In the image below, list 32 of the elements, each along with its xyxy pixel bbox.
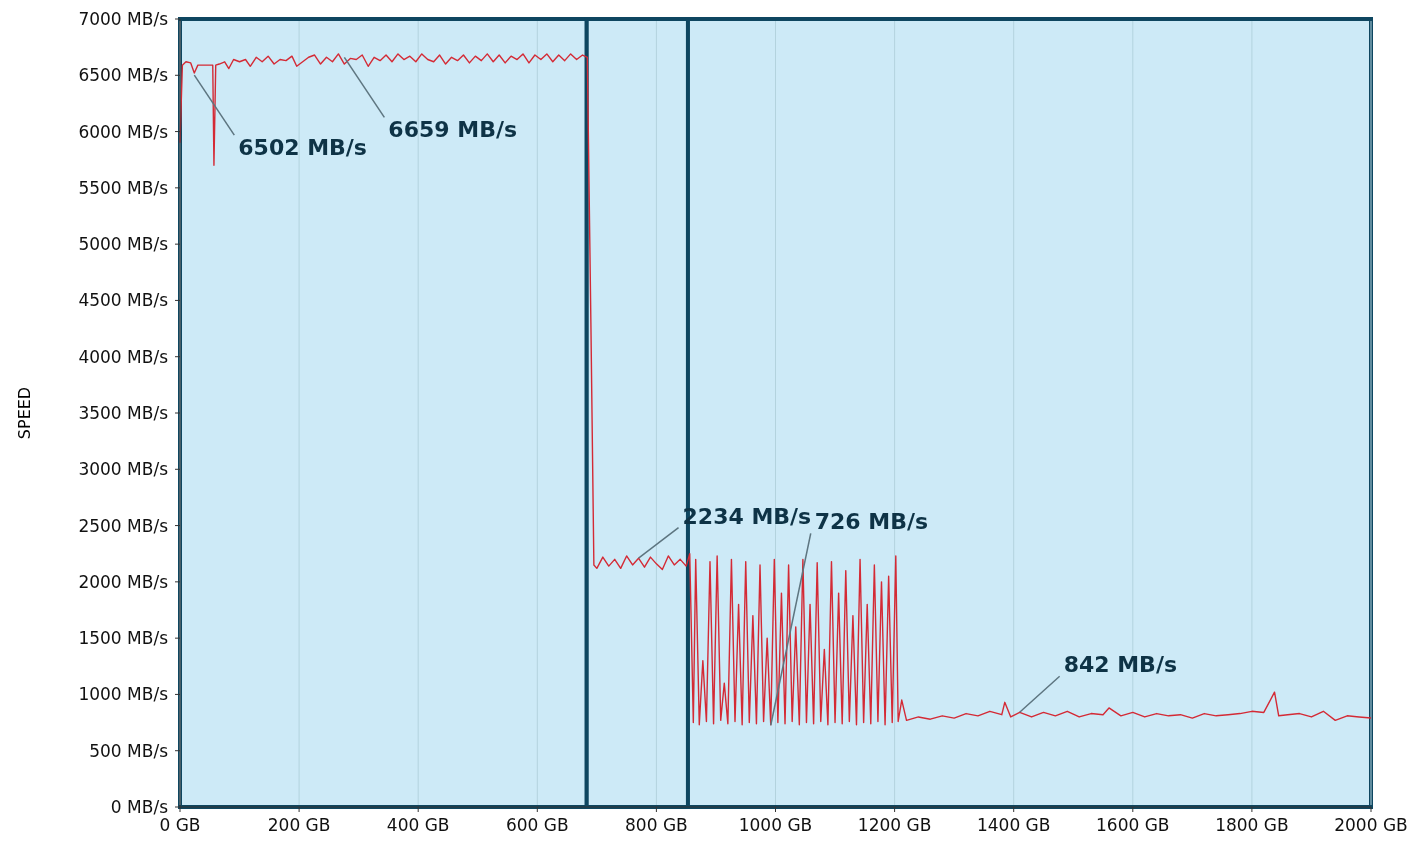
y-tick-label: 3500 MB/s bbox=[78, 402, 169, 423]
annotation: 726 MB/s bbox=[814, 509, 929, 535]
y-tick-label: 4500 MB/s bbox=[78, 290, 169, 311]
annotation: 6502 MB/s bbox=[238, 135, 367, 161]
x-tick-label: 1600 GB bbox=[1096, 815, 1170, 835]
x-tick-label: 2000 GB bbox=[1334, 815, 1408, 835]
x-tick-label: 1400 GB bbox=[976, 815, 1051, 835]
y-tick-label: 2500 MB/s bbox=[78, 515, 169, 536]
y-tick-label: 3000 MB/s bbox=[78, 459, 169, 480]
y-tick-label: 1500 MB/s bbox=[78, 628, 169, 649]
annotation: 842 MB/s bbox=[1063, 652, 1178, 678]
x-tick-label: 600 GB bbox=[505, 815, 569, 835]
x-tick-label: 200 GB bbox=[267, 815, 331, 835]
y-tick-label: 6000 MB/s bbox=[78, 121, 169, 142]
y-tick-label: 1000 MB/s bbox=[78, 684, 169, 705]
y-tick-label: 6500 MB/s bbox=[78, 65, 169, 86]
x-tick-label: 1000 GB bbox=[738, 815, 813, 835]
y-tick-label: 5500 MB/s bbox=[78, 177, 169, 198]
y-tick-label: 4000 MB/s bbox=[78, 346, 169, 367]
x-tick-label: 800 GB bbox=[625, 815, 688, 835]
x-tick-label: 0 GB bbox=[159, 815, 201, 835]
y-axis-title: SPEED bbox=[15, 386, 34, 440]
x-tick-label: 1800 GB bbox=[1215, 815, 1289, 835]
y-tick-label: 5000 MB/s bbox=[78, 234, 169, 255]
y-tick-label: 2000 MB/s bbox=[78, 571, 169, 592]
x-tick-label: 1200 GB bbox=[857, 815, 932, 835]
y-tick-label: 7000 MB/s bbox=[78, 8, 169, 29]
line-series bbox=[179, 53, 1372, 726]
y-tick-label: 0 MB/s bbox=[110, 796, 169, 817]
y-tick-label: 500 MB/s bbox=[89, 740, 169, 761]
annotation: 6659 MB/s bbox=[388, 117, 518, 143]
x-tick-label: 400 GB bbox=[386, 815, 450, 835]
